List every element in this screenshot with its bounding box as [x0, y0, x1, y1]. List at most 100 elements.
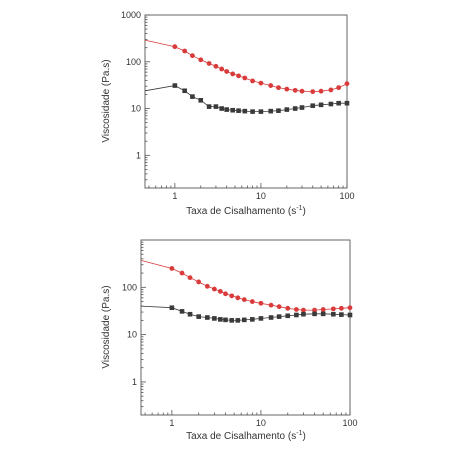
x-tick-label: 100 — [342, 418, 357, 428]
data-point — [284, 86, 290, 92]
data-point — [182, 88, 187, 94]
data-point — [347, 312, 353, 318]
data-point — [204, 283, 210, 289]
data-point — [292, 106, 298, 111]
y-tick-label: 10 — [131, 104, 141, 114]
data-point — [206, 61, 212, 66]
data-point — [229, 318, 235, 323]
data-point — [219, 106, 224, 111]
data-point — [318, 102, 324, 108]
data-point — [328, 101, 334, 107]
data-point — [224, 107, 229, 112]
x-tick-label: 1 — [169, 418, 174, 428]
data-point — [285, 305, 291, 311]
data-point — [205, 315, 210, 320]
data-point — [344, 81, 350, 87]
data-point — [179, 309, 185, 314]
data-point — [301, 311, 306, 317]
data-point — [276, 108, 281, 113]
data-point — [235, 318, 241, 323]
data-point — [336, 85, 342, 91]
data-point — [318, 88, 324, 94]
data-point — [347, 305, 353, 311]
data-point — [190, 94, 195, 99]
data-point — [276, 85, 281, 91]
data-point — [268, 108, 274, 114]
plot-frame — [144, 14, 348, 189]
x-axis-title: Taxa de Cisalhamento (s-1) — [186, 205, 306, 217]
data-point — [268, 315, 274, 320]
chart-marks — [140, 260, 353, 323]
data-point — [211, 286, 217, 292]
data-point — [224, 69, 230, 74]
data-point — [241, 317, 247, 323]
data-point — [213, 63, 219, 69]
data-point — [312, 307, 317, 313]
data-point — [310, 89, 316, 95]
data-point — [344, 100, 350, 106]
data-point — [294, 312, 299, 318]
axis-ticks — [145, 14, 348, 188]
data-point — [187, 311, 193, 317]
data-point — [328, 87, 334, 93]
data-point — [187, 275, 193, 281]
data-point — [198, 57, 204, 63]
data-point — [172, 44, 178, 50]
data-point — [258, 80, 264, 86]
data-point — [182, 48, 188, 54]
data-point — [196, 279, 202, 285]
data-point — [230, 71, 236, 77]
y-tick-label: 1 — [132, 377, 137, 387]
data-point — [212, 316, 217, 321]
data-point — [250, 78, 255, 84]
data-point — [339, 312, 344, 317]
data-point — [179, 270, 185, 276]
data-point — [336, 100, 341, 106]
data-point — [198, 98, 204, 103]
plot-frame — [140, 239, 351, 416]
data-point — [299, 105, 305, 110]
data-point — [276, 304, 282, 310]
series-line — [144, 85, 347, 112]
data-point — [292, 87, 298, 93]
data-point — [268, 83, 274, 88]
data-point — [223, 317, 228, 323]
data-point — [250, 317, 255, 322]
data-point — [268, 302, 274, 308]
data-point — [235, 295, 241, 301]
data-point — [172, 83, 178, 88]
data-point — [258, 109, 264, 114]
data-point — [196, 314, 201, 319]
data-point — [293, 307, 299, 312]
data-point — [190, 53, 195, 59]
x-tick-label: 1 — [172, 191, 177, 201]
data-point — [241, 297, 247, 302]
data-point — [284, 107, 290, 112]
data-point — [213, 104, 219, 109]
x-tick-label: 10 — [256, 191, 266, 201]
x-tick-label: 100 — [339, 191, 354, 201]
data-point — [206, 104, 212, 109]
data-point — [169, 266, 175, 271]
y-tick-label: 100 — [126, 57, 141, 67]
data-point — [338, 305, 344, 311]
data-point — [218, 317, 223, 322]
data-point — [229, 293, 235, 299]
data-point — [310, 103, 316, 109]
y-tick-label: 1000 — [121, 10, 141, 20]
axis-ticks — [141, 241, 351, 415]
data-point — [330, 306, 336, 312]
data-point — [276, 314, 282, 319]
data-point — [299, 88, 305, 94]
data-point — [249, 299, 255, 304]
y-axis-title: Viscosidade (Pa.s) — [101, 59, 112, 142]
data-point — [258, 300, 264, 306]
data-point — [285, 313, 291, 319]
y-tick-label: 100 — [122, 282, 137, 292]
data-point — [320, 307, 326, 312]
data-point — [242, 75, 248, 81]
data-point — [169, 305, 175, 311]
data-point — [312, 311, 317, 317]
